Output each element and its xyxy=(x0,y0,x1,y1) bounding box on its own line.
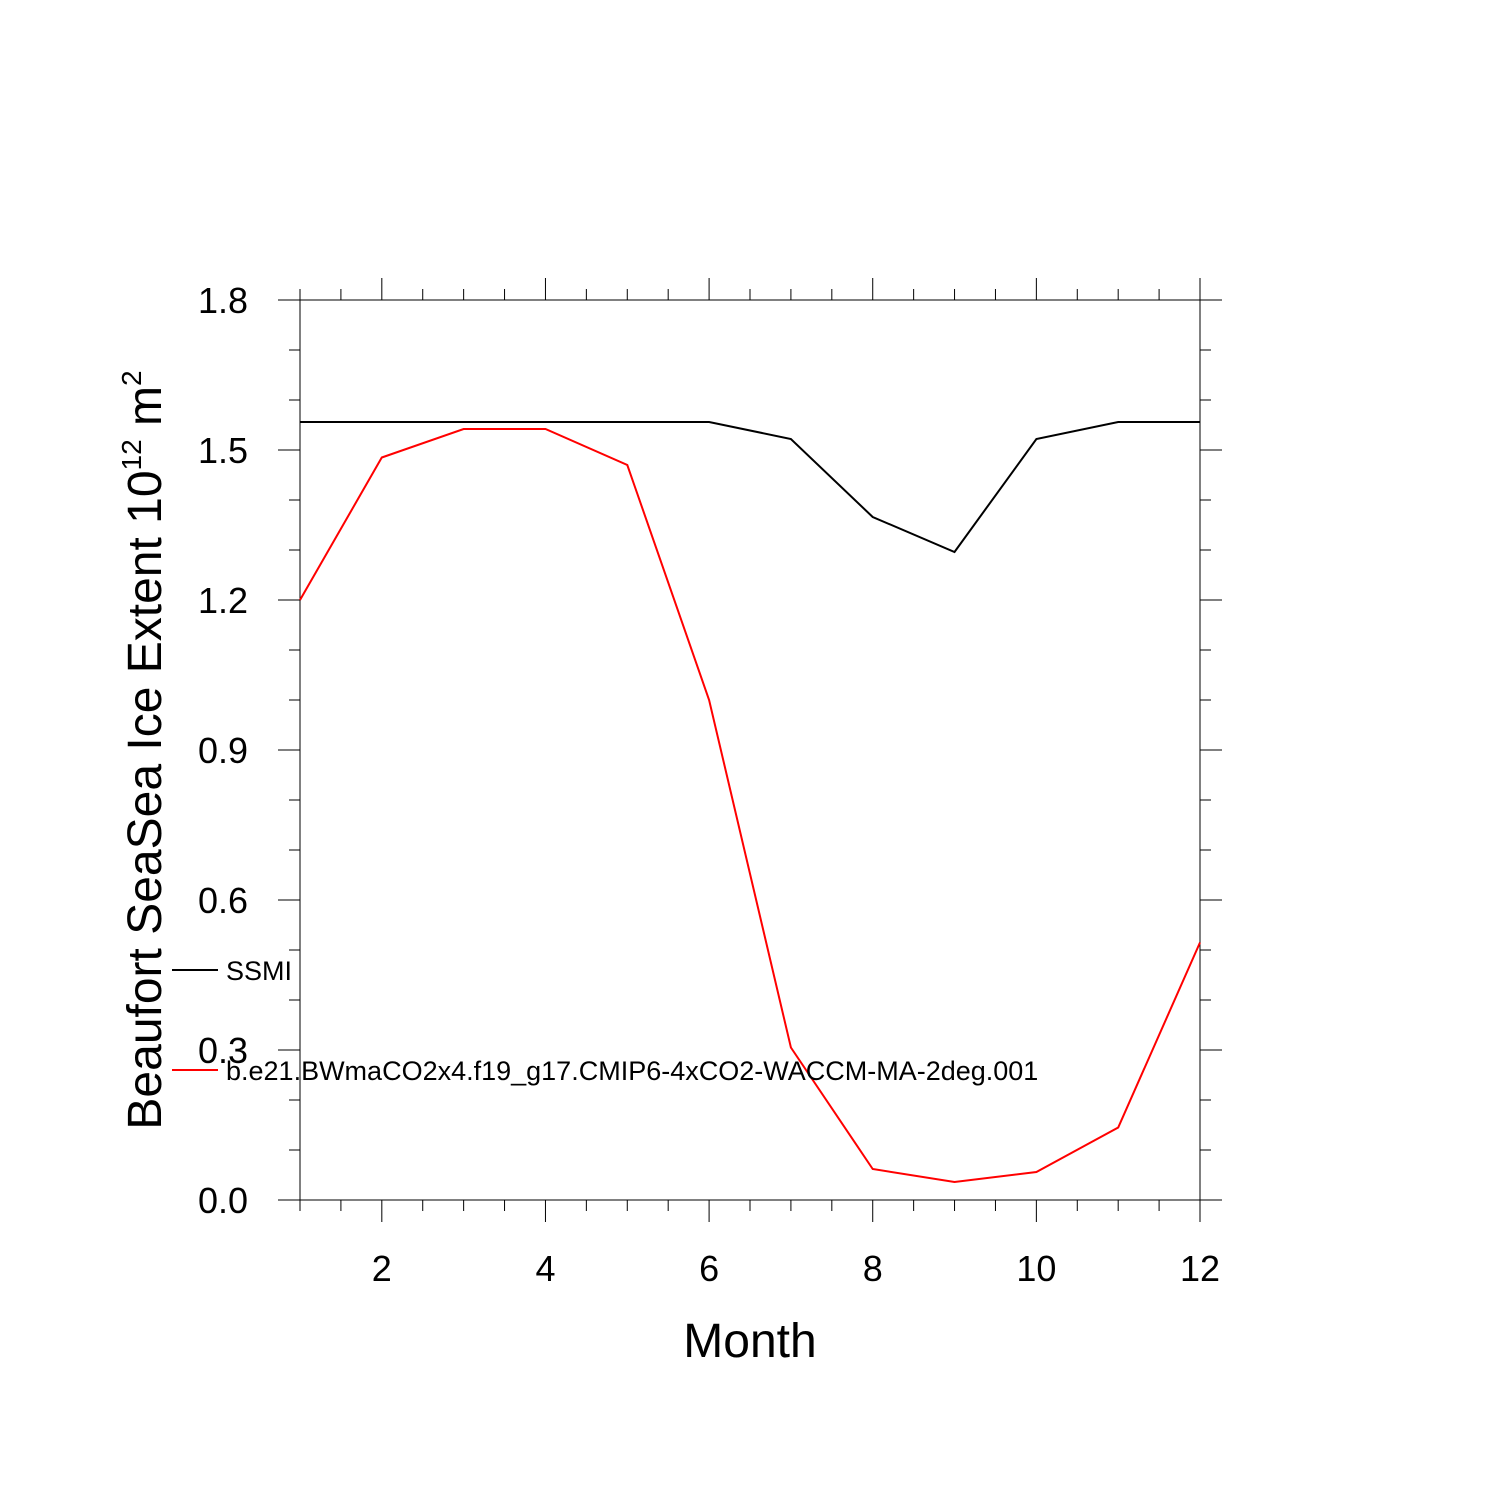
tick-labels: 2 4 6 8 10 12 0.0 0.3 0.6 0.9 1.2 1.5 1.8 xyxy=(198,280,1220,1289)
x-axis-title: Month xyxy=(683,1315,816,1368)
y-tick-label: 0.6 xyxy=(198,880,248,921)
series-layer xyxy=(299,421,1201,1184)
y-tick-label: 0.0 xyxy=(198,1180,248,1221)
y-tick-label: 1.8 xyxy=(198,280,248,321)
x-tick-label: 6 xyxy=(699,1248,719,1289)
y-tick-label: 0.9 xyxy=(198,730,248,771)
x-tick-label: 4 xyxy=(535,1248,555,1289)
plot-frame xyxy=(299,299,1201,1201)
y-axis-title-prefix: Beaufort SeaSea Ice Extent 10 xyxy=(119,470,172,1129)
x-tick-label: 10 xyxy=(1016,1248,1056,1289)
series-line-2 xyxy=(299,428,1201,1184)
series-line-1 xyxy=(300,421,1200,554)
axis-ticks xyxy=(278,278,1222,1222)
x-tick-label: 12 xyxy=(1180,1248,1220,1289)
legend-label-1: SSMI xyxy=(226,956,292,986)
y-tick-label: 0.3 xyxy=(198,1030,248,1071)
y-tick-label: 1.5 xyxy=(198,430,248,471)
y-axis-title: Beaufort SeaSea Ice Extent 1012 m2 xyxy=(116,370,172,1129)
legend: SSMI b.e21.BWmaCO2x4.f19_g17.CMIP6-4xCO2-… xyxy=(172,956,1038,1086)
x-tick-label: 2 xyxy=(372,1248,392,1289)
y-axis-title-exponent: 12 xyxy=(116,439,147,470)
x-tick-label: 8 xyxy=(863,1248,883,1289)
y-axis-title-unit-exponent: 2 xyxy=(116,370,147,386)
legend-label-2: b.e21.BWmaCO2x4.f19_g17.CMIP6-4xCO2-WACC… xyxy=(226,1056,1038,1086)
y-axis-title-unit: m xyxy=(119,386,172,439)
y-tick-label: 1.2 xyxy=(198,580,248,621)
